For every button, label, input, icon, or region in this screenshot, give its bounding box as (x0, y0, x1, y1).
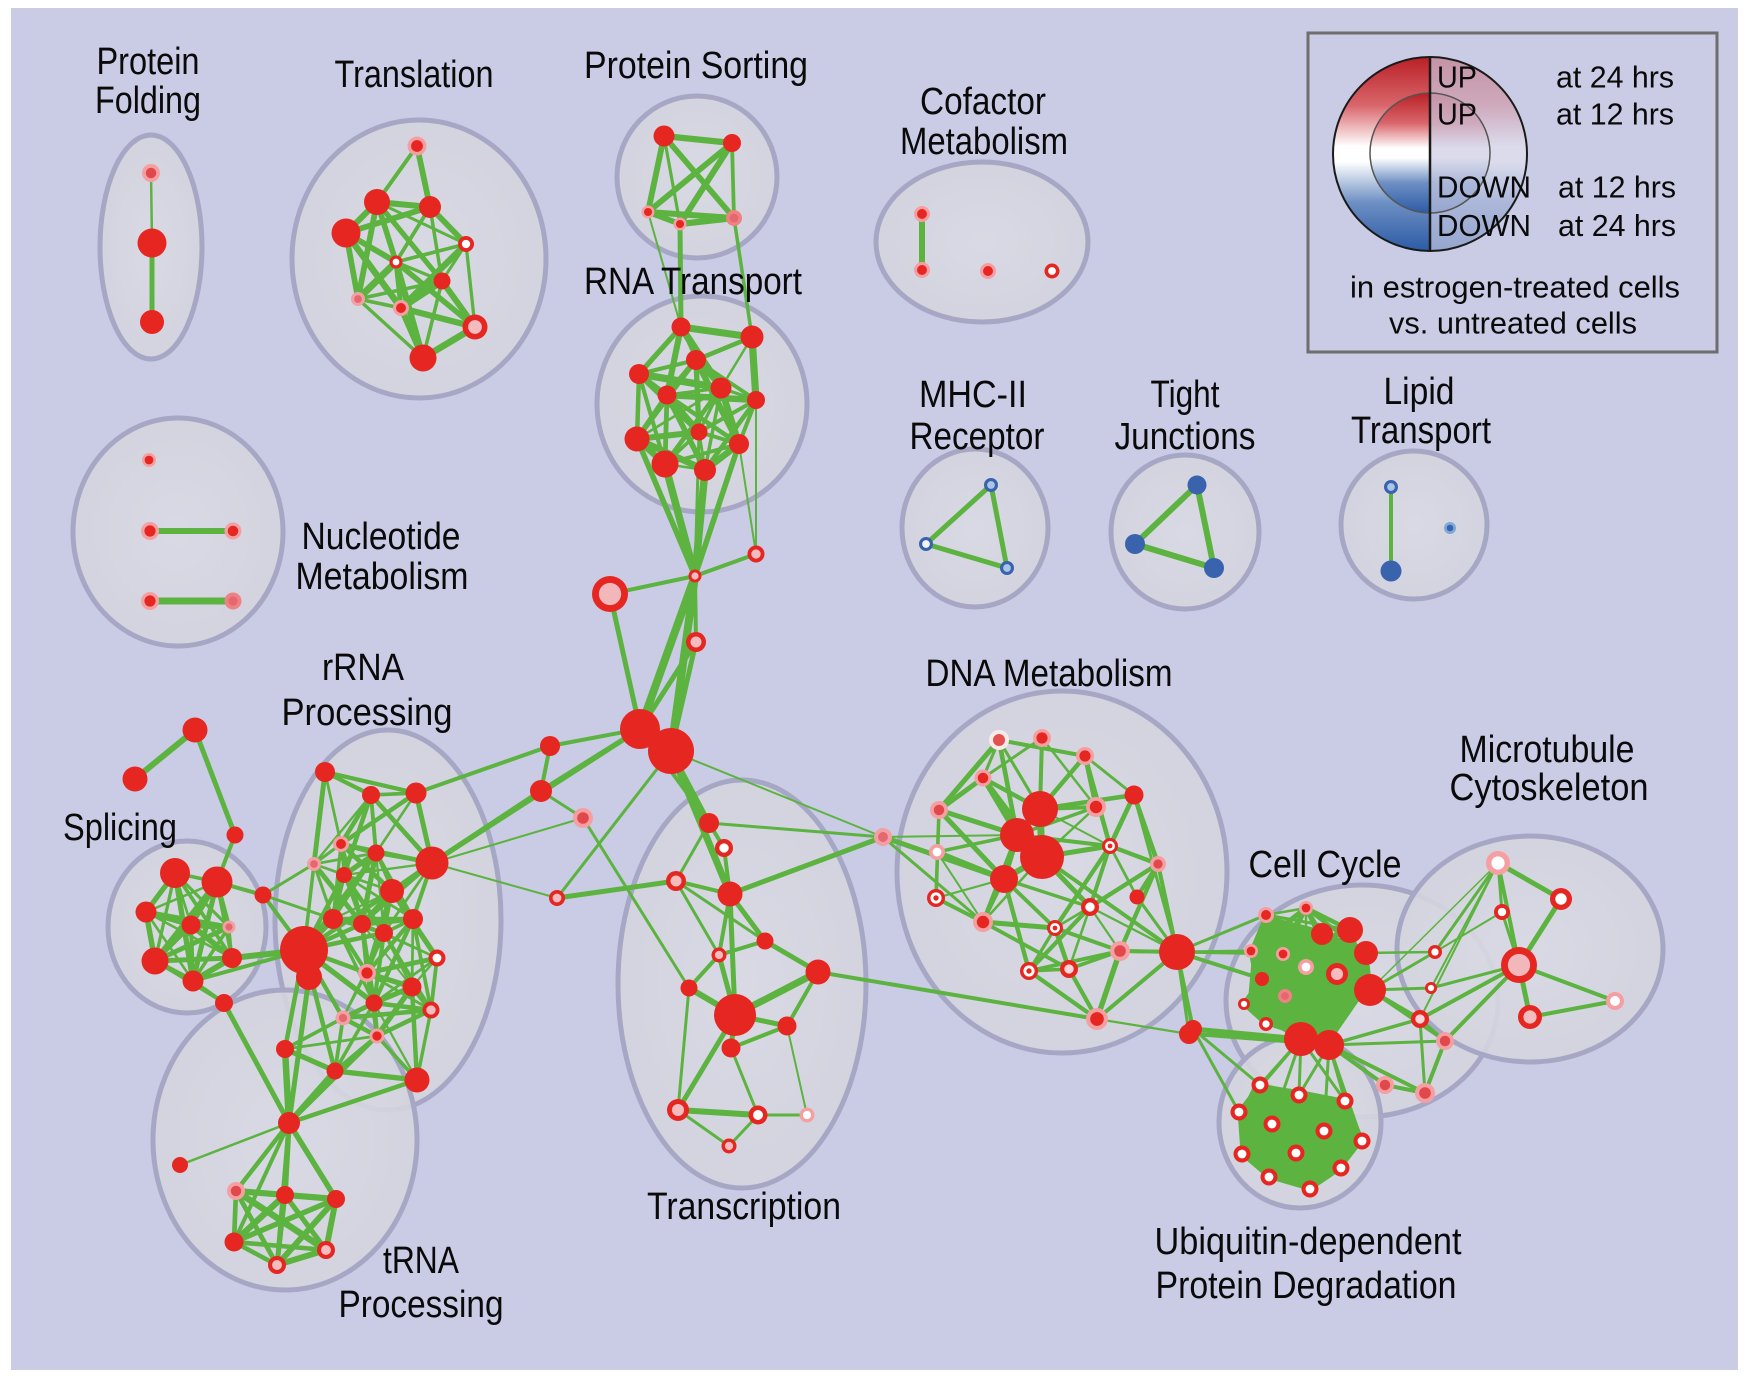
svg-text:Transport: Transport (1351, 410, 1491, 452)
svg-text:Protein Sorting: Protein Sorting (584, 45, 808, 87)
svg-text:Cytoskeleton: Cytoskeleton (1450, 767, 1649, 809)
svg-text:Cofactor: Cofactor (920, 81, 1046, 123)
svg-text:Transcription: Transcription (647, 1186, 841, 1228)
svg-text:Metabolism: Metabolism (900, 121, 1068, 163)
svg-text:at 24 hrs: at 24 hrs (1556, 60, 1674, 95)
svg-text:vs. untreated cells: vs. untreated cells (1389, 306, 1637, 341)
svg-text:at 24 hrs: at 24 hrs (1558, 208, 1676, 243)
svg-text:tRNA: tRNA (383, 1240, 460, 1282)
svg-text:Splicing: Splicing (63, 807, 177, 849)
svg-text:Nucleotide: Nucleotide (302, 516, 461, 558)
svg-text:UP: UP (1437, 97, 1477, 132)
svg-text:DOWN: DOWN (1437, 169, 1531, 204)
svg-text:DOWN: DOWN (1437, 208, 1531, 243)
svg-text:Ubiquitin-dependent: Ubiquitin-dependent (1155, 1221, 1462, 1263)
svg-text:Microtubule: Microtubule (1460, 729, 1635, 771)
svg-text:Processing: Processing (339, 1284, 504, 1326)
svg-text:Metabolism: Metabolism (296, 556, 469, 598)
svg-text:rRNA: rRNA (322, 647, 405, 689)
svg-text:Folding: Folding (95, 80, 201, 122)
svg-text:Translation: Translation (335, 54, 494, 96)
svg-text:Tight: Tight (1151, 374, 1220, 416)
svg-text:DNA Metabolism: DNA Metabolism (926, 653, 1173, 695)
svg-text:Junctions: Junctions (1115, 416, 1256, 458)
svg-text:MHC-II: MHC-II (919, 374, 1027, 416)
svg-text:Protein Degradation: Protein Degradation (1156, 1265, 1457, 1307)
svg-text:Cell Cycle: Cell Cycle (1249, 844, 1402, 886)
svg-text:Protein: Protein (97, 41, 200, 83)
svg-text:Processing: Processing (282, 692, 453, 734)
svg-text:RNA Transport: RNA Transport (584, 261, 802, 303)
svg-text:UP: UP (1437, 60, 1477, 95)
svg-text:Receptor: Receptor (910, 416, 1045, 458)
svg-text:in estrogen-treated cells: in estrogen-treated cells (1350, 270, 1680, 305)
svg-text:at 12 hrs: at 12 hrs (1558, 169, 1676, 204)
svg-text:at 12 hrs: at 12 hrs (1556, 97, 1674, 132)
svg-text:Lipid: Lipid (1384, 371, 1455, 413)
